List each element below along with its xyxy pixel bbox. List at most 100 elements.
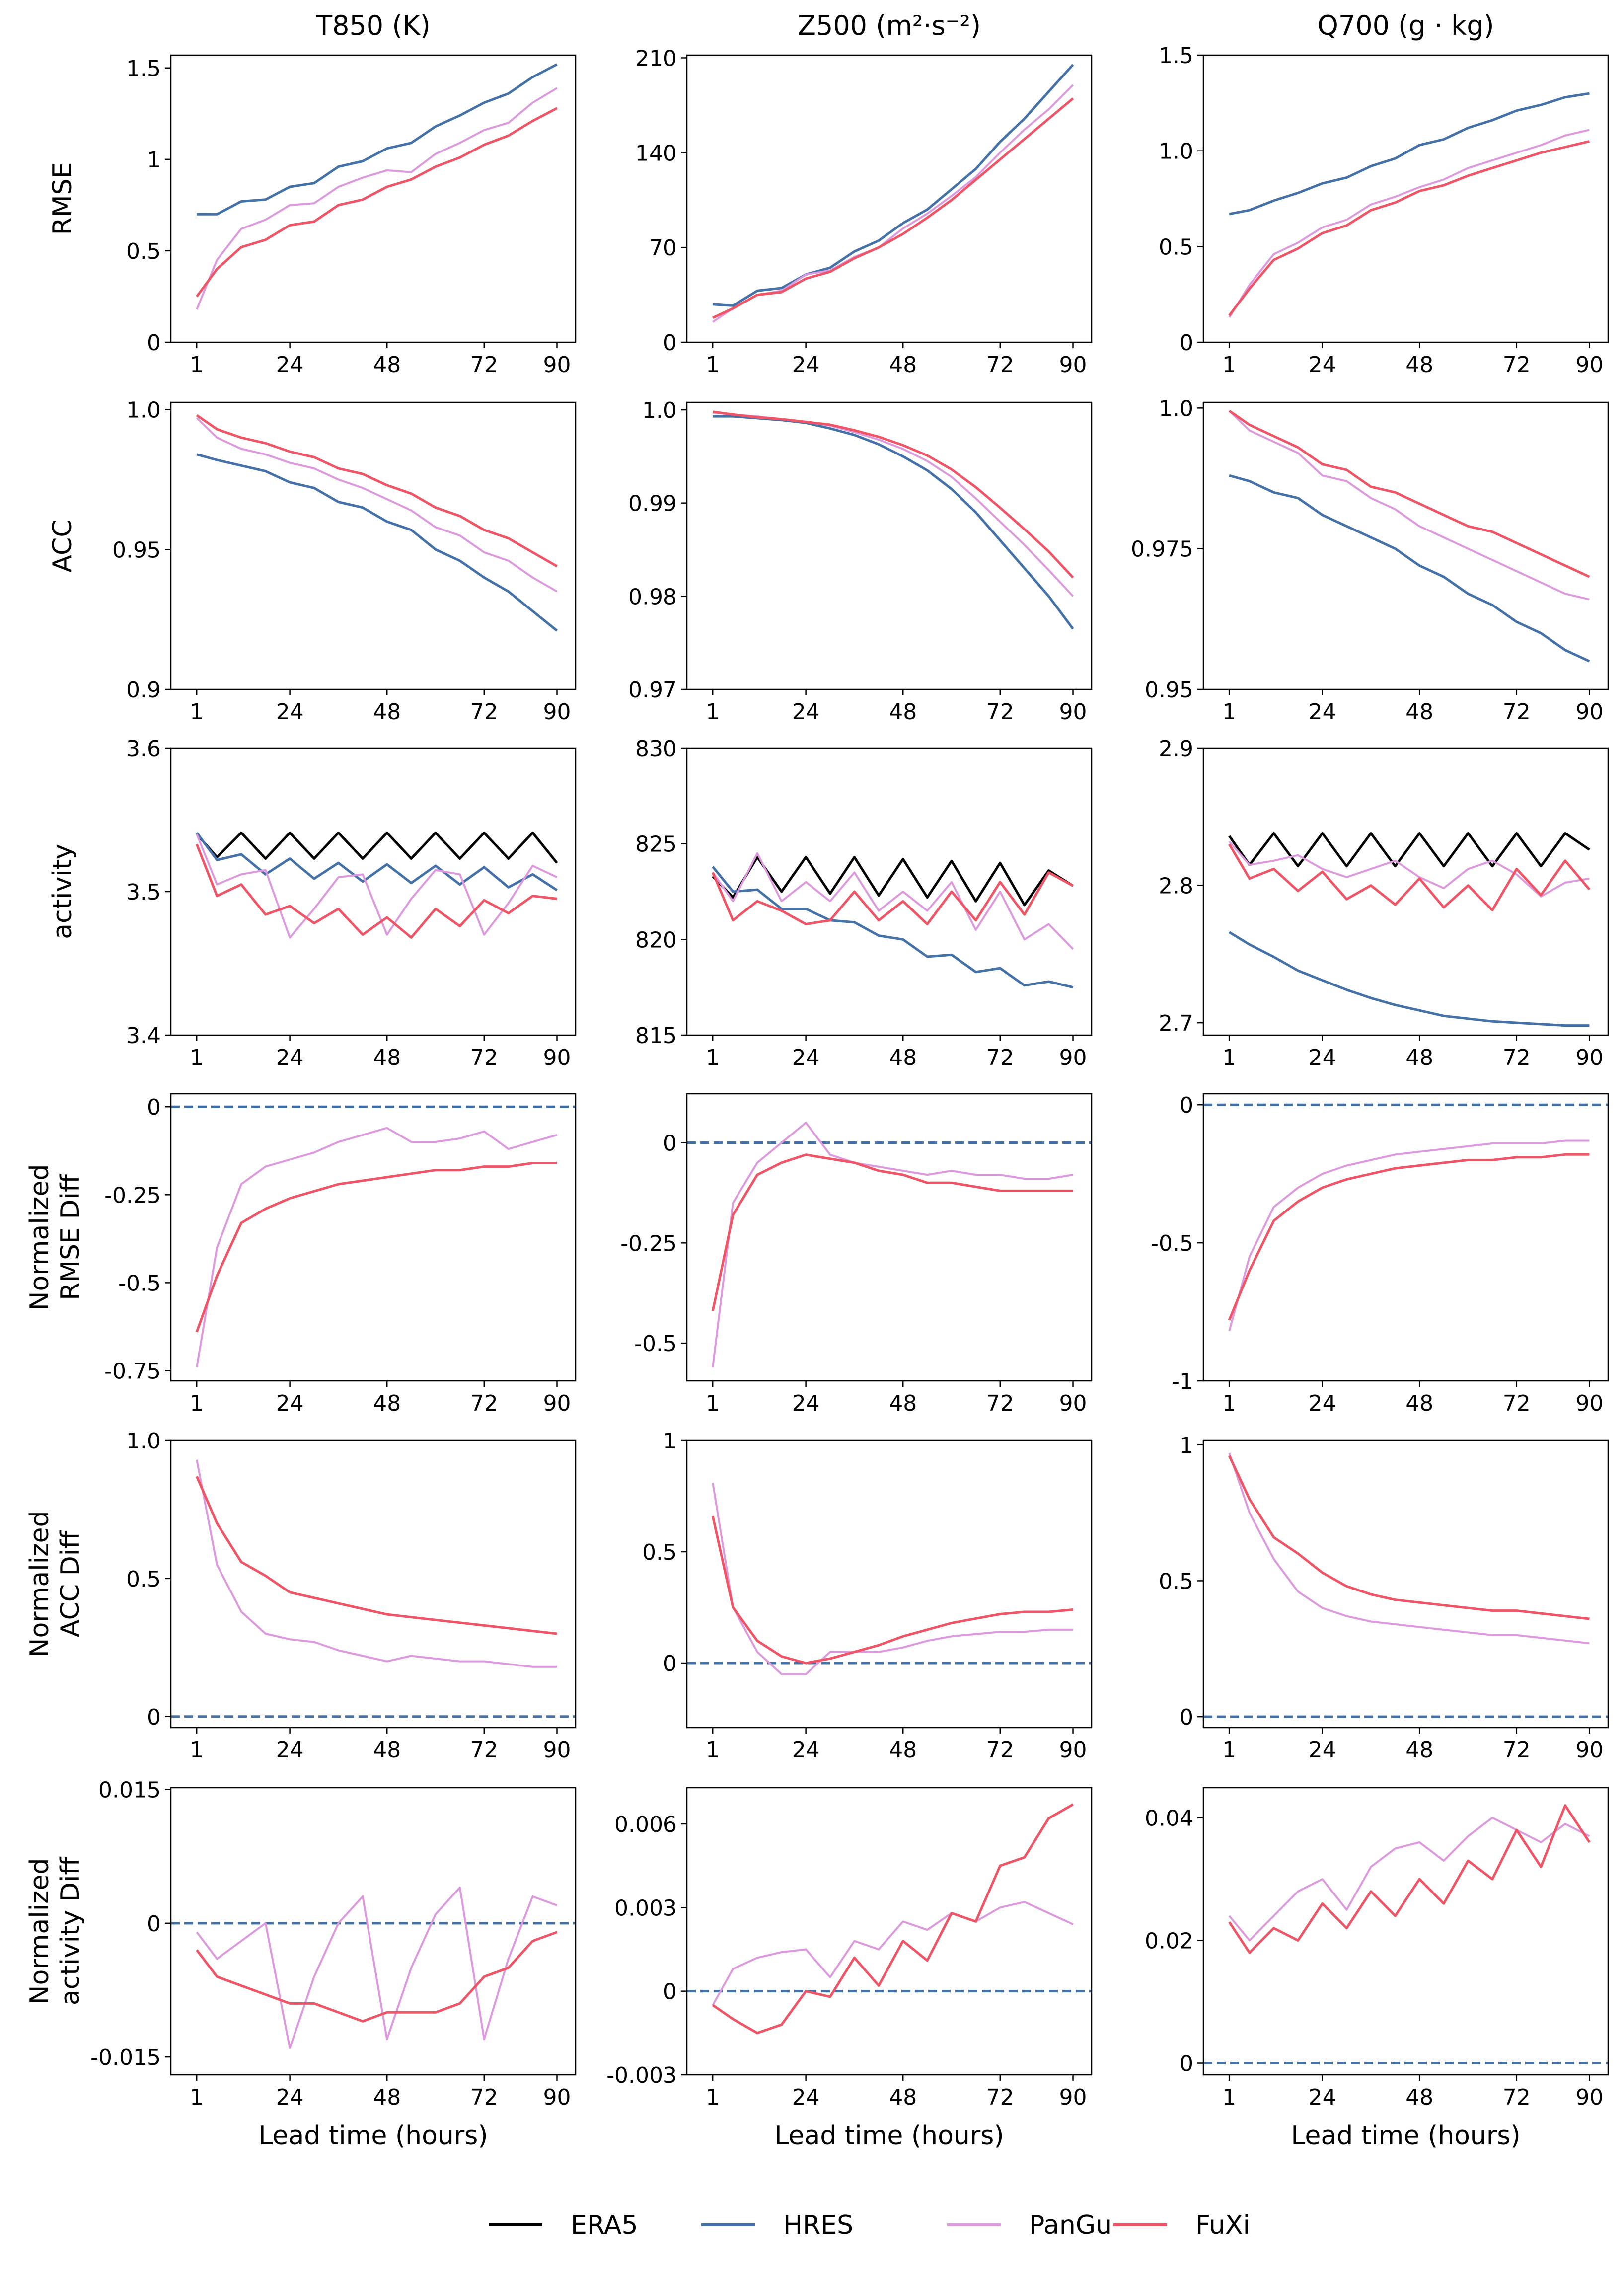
- series-line-pangu: [712, 1482, 1073, 1675]
- legend-item-hres: HRES: [701, 2210, 853, 2240]
- y-tick-label: 1: [663, 1429, 677, 1454]
- x-tick-label: 72: [986, 699, 1014, 725]
- x-tick-label: 24: [792, 352, 820, 378]
- x-tick-label: 90: [543, 1391, 571, 1416]
- series-line-pangu: [1228, 410, 1590, 601]
- y-tick-label: 0: [1180, 330, 1193, 356]
- x-tick-label: 48: [373, 1391, 401, 1416]
- legend: ERA5 HRES PanGu FuXi: [489, 2210, 1250, 2240]
- row-label-line: activity: [48, 844, 77, 939]
- y-tick-label: 2.7: [1159, 1011, 1193, 1036]
- axes-frame: [170, 1093, 577, 1382]
- y-tick-label: 0.5: [1159, 234, 1193, 260]
- x-tick-label: 90: [1576, 2085, 1604, 2110]
- axes-frame: [1202, 401, 1609, 690]
- x-tick-label: 1: [190, 2085, 204, 2110]
- axes-frame: [170, 1787, 577, 2076]
- column-title: Z500 (m²·s⁻²): [798, 10, 981, 41]
- series-line-hres: [713, 415, 1074, 630]
- y-tick-label: 0: [1180, 2051, 1193, 2077]
- y-tick-label: 1.5: [1159, 43, 1193, 69]
- y-tick-label: 0: [147, 1911, 161, 1937]
- x-tick-label: 48: [1405, 1391, 1433, 1416]
- series-line-fuxi: [711, 1153, 1073, 1312]
- y-tick-label: 0: [663, 1131, 677, 1156]
- row-label: ACC: [48, 519, 77, 572]
- axes-frame: [170, 54, 577, 343]
- series-line-pangu: [1228, 1817, 1590, 1942]
- y-tick-label: 1.0: [1159, 396, 1193, 421]
- y-tick-label: 820: [635, 927, 677, 953]
- row-label: activity: [48, 844, 77, 939]
- legend-item-fuxi: FuXi: [1113, 2210, 1250, 2240]
- x-tick-label: 48: [889, 1391, 917, 1416]
- series-line-fuxi: [1228, 409, 1590, 578]
- series-line-fuxi: [196, 1931, 558, 2023]
- x-tick-label: 72: [470, 1391, 498, 1416]
- series-line-fuxi: [1228, 1153, 1590, 1321]
- x-tick-label: 72: [470, 352, 498, 378]
- y-tick-label: 0.5: [1159, 1569, 1193, 1594]
- panel-16: 1 24 48 72 90 -0.015 0 0.015 Normalizedactivity …: [25, 1778, 577, 2151]
- x-tick-label: 90: [543, 699, 571, 725]
- axes-frame: [686, 1093, 1093, 1382]
- y-tick-label: 0: [1180, 1093, 1193, 1118]
- y-tick-label: 1.0: [126, 1429, 161, 1454]
- x-tick-label: 90: [1576, 1738, 1604, 1763]
- x-tick-label: 72: [470, 699, 498, 725]
- axes-frame: [686, 401, 1093, 690]
- y-tick-label: 0.04: [1145, 1806, 1193, 1831]
- axes-frame: [1202, 747, 1609, 1036]
- x-tick-label: 90: [543, 1738, 571, 1763]
- y-tick-label: 1: [147, 148, 161, 173]
- y-tick-label: -0.5: [634, 1331, 677, 1357]
- x-tick-label: 90: [1059, 699, 1087, 725]
- panel-11: 1 24 48 72 90 -0.5 -0.25 0: [620, 1093, 1093, 1416]
- legend-label: HRES: [783, 2210, 853, 2240]
- row-label-line: RMSE Diff: [56, 1174, 85, 1300]
- y-tick-label: 2.8: [1159, 874, 1193, 899]
- x-tick-label: 90: [1059, 352, 1087, 378]
- x-tick-label: 24: [792, 1045, 820, 1070]
- series-line-fuxi: [712, 97, 1074, 319]
- x-tick-label: 72: [986, 1391, 1014, 1416]
- x-tick-label: 1: [190, 1738, 204, 1763]
- x-tick-label: 1: [706, 1391, 720, 1416]
- series-line-pangu: [1228, 1452, 1590, 1645]
- x-tick-label: 72: [1503, 2085, 1531, 2110]
- y-tick-label: 1.0: [642, 398, 677, 423]
- row-label-line: Normalized: [25, 1858, 55, 2005]
- series-line-pangu: [713, 411, 1074, 597]
- panel-6: 1 24 48 72 90 0.95 0.975 1.0: [1131, 396, 1609, 725]
- x-tick-label: 48: [889, 1045, 917, 1070]
- x-tick-label: 1: [706, 1738, 720, 1763]
- panel-18: 1 24 48 72 90 0 0.02 0.04 Lead time (hours): [1145, 1787, 1609, 2151]
- axes-frame: [1202, 1787, 1609, 2076]
- series-line-pangu: [712, 1901, 1074, 2006]
- panel-8: 1 24 48 72 90 815 820 825 830: [635, 736, 1093, 1070]
- legend-label: PanGu: [1029, 2210, 1112, 2240]
- y-tick-label: 2.9: [1159, 736, 1193, 761]
- x-tick-label: 24: [792, 2085, 820, 2110]
- series-line-hres: [1228, 931, 1590, 1027]
- series-line-pangu: [196, 1887, 558, 2049]
- x-tick-label: 72: [986, 1738, 1014, 1763]
- x-tick-label: 24: [276, 699, 304, 725]
- y-tick-label: 0: [663, 1651, 677, 1676]
- series-line-pangu: [712, 84, 1074, 323]
- x-tick-label: 24: [792, 1738, 820, 1763]
- series-line-pangu: [196, 1127, 558, 1367]
- y-tick-label: 0.95: [112, 537, 161, 563]
- y-tick-label: -0.5: [118, 1271, 161, 1296]
- x-tick-label: 1: [1222, 1738, 1236, 1763]
- x-tick-label: 1: [706, 699, 720, 725]
- legend-label: ERA5: [571, 2210, 638, 2240]
- axes-frame: [170, 1439, 577, 1729]
- x-tick-label: 1: [1222, 352, 1236, 378]
- series-line-fuxi: [1228, 1455, 1590, 1620]
- y-tick-label: 0.006: [614, 1812, 677, 1837]
- series-line-pangu: [196, 417, 558, 593]
- axes-frame: [686, 54, 1093, 343]
- y-tick-label: 0.97: [628, 678, 677, 703]
- series-line-hres: [1229, 92, 1590, 216]
